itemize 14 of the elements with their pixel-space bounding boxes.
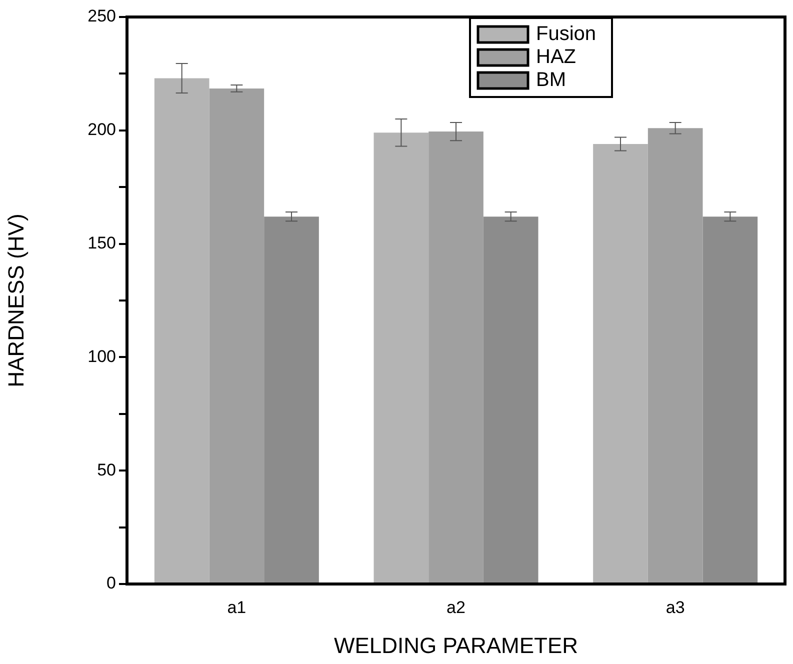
y-axis-title: HARDNESS (HV) [3,214,28,388]
y-tick-label: 250 [88,6,116,26]
y-tick-label: 150 [88,233,116,252]
y-tick-label: 0 [106,574,116,593]
legend-label: HAZ [536,46,576,68]
x-tick-label: a3 [666,598,685,617]
legend-label: Fusion [536,23,596,46]
y-tick-label: 50 [97,460,116,480]
x-tick-label: a1 [227,598,246,617]
x-tick-label: a2 [446,598,466,617]
legend-label: BM [536,69,566,92]
y-tick-label: 100 [88,346,116,366]
x-axis-title: WELDING PARAMETER [334,632,578,658]
y-tick-label: 200 [88,120,116,140]
